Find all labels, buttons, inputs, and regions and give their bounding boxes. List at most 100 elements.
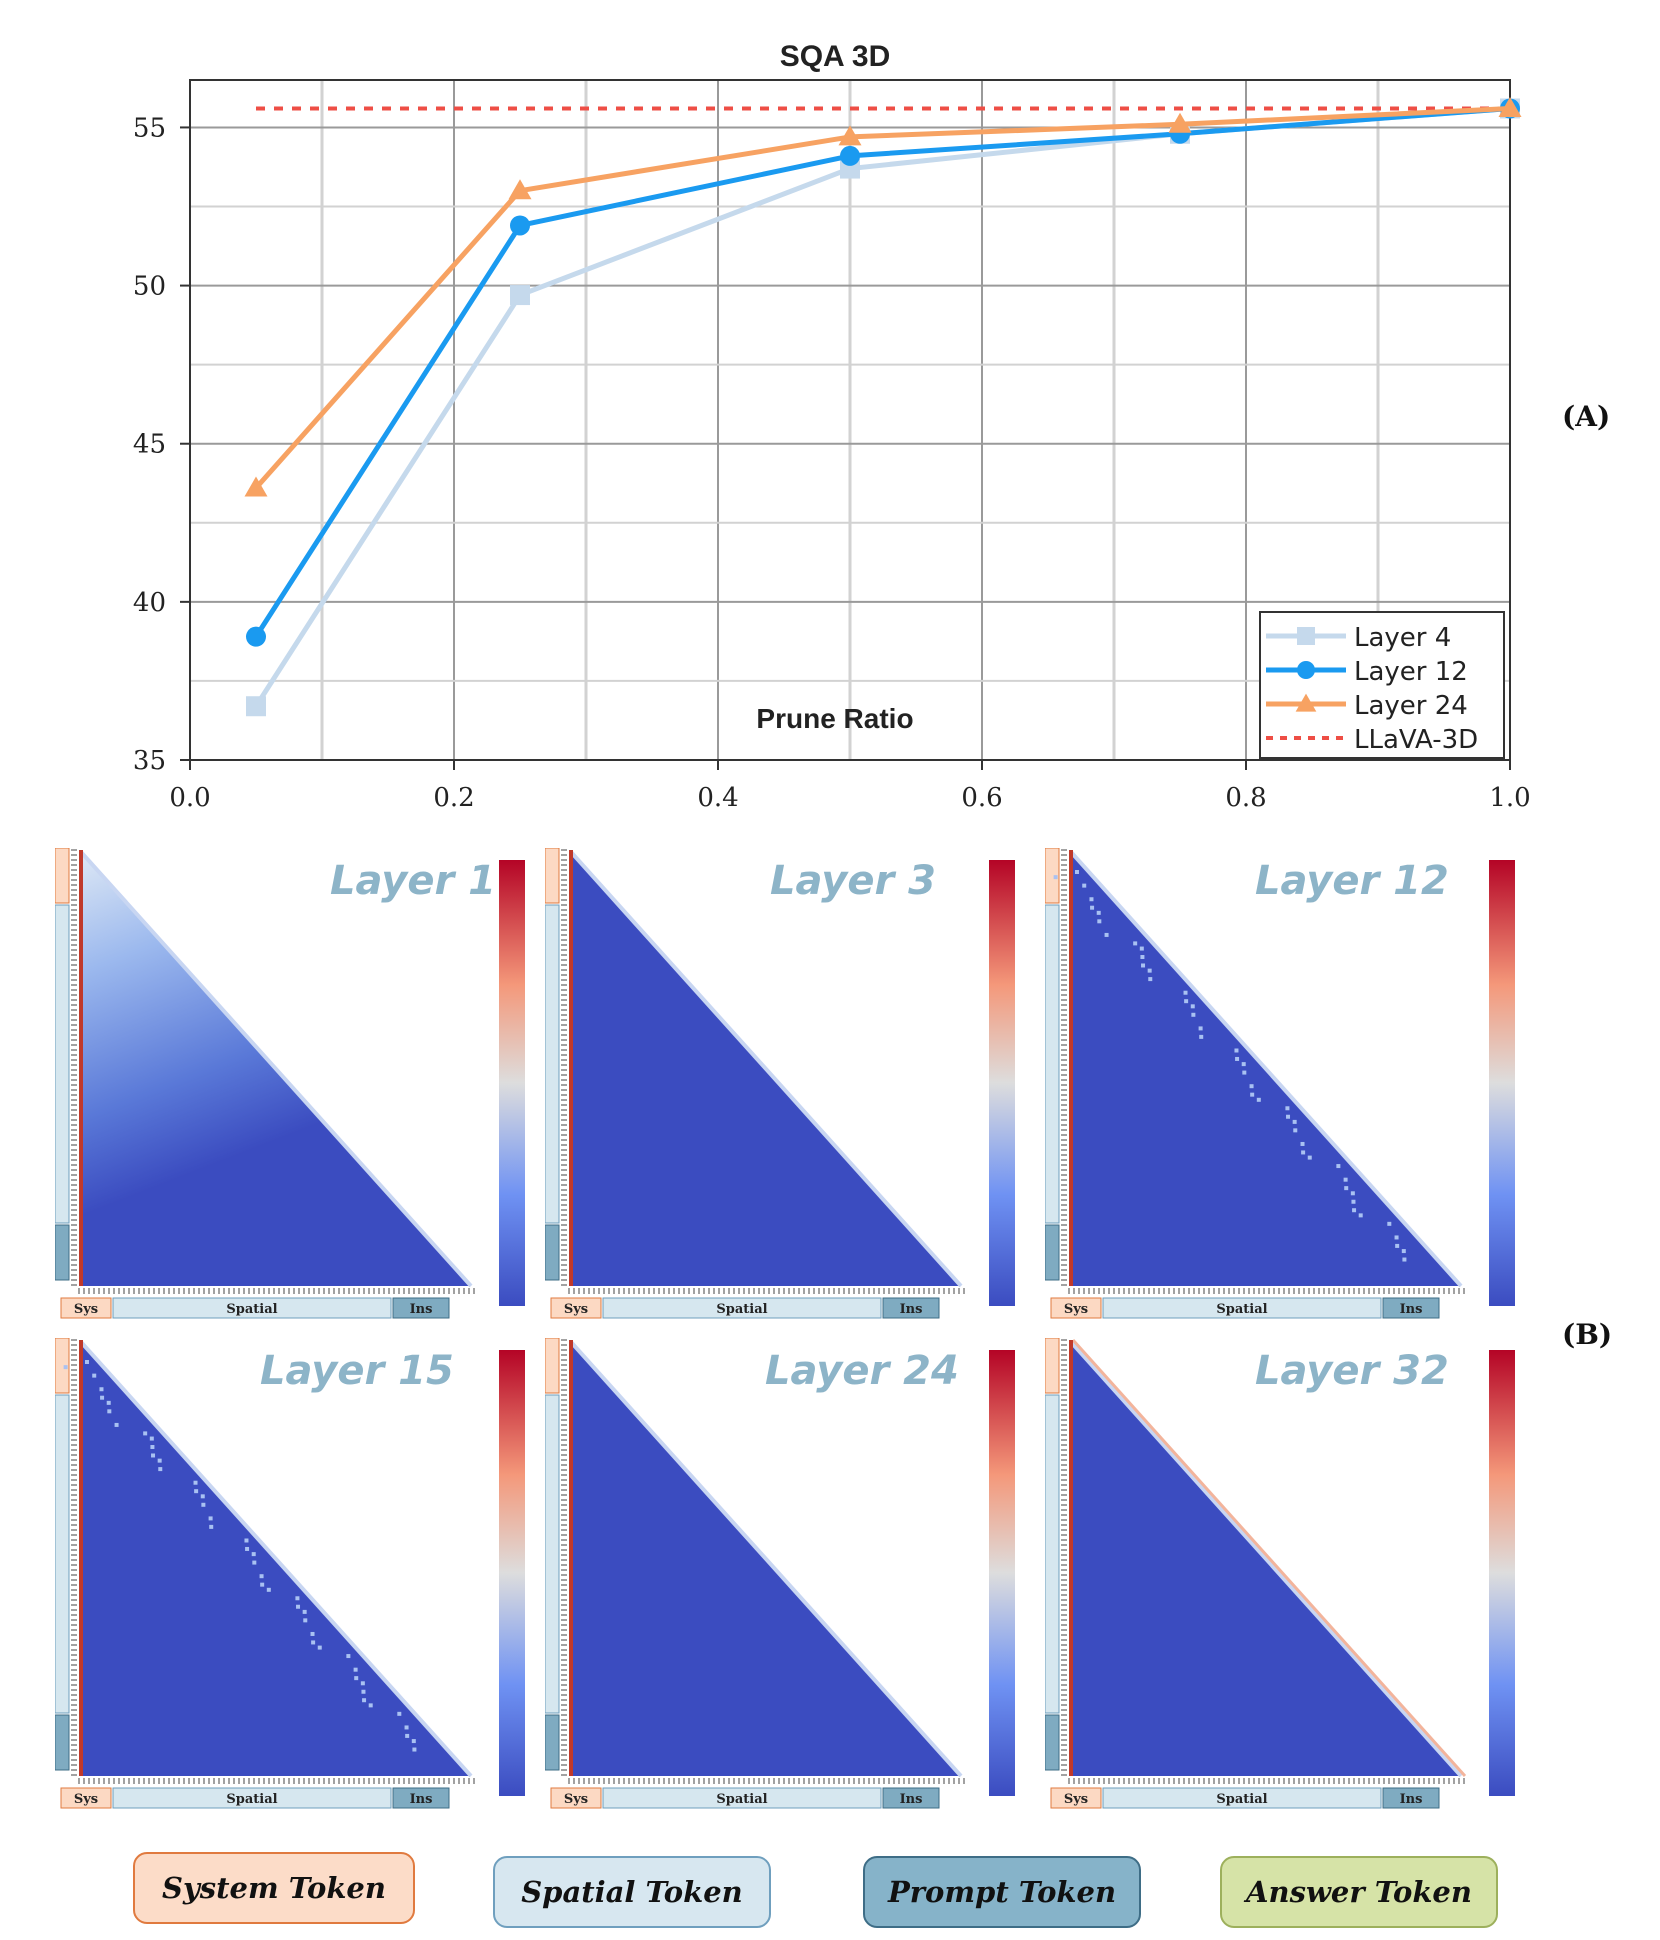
segment-label-spatial: Spatial bbox=[716, 1302, 767, 1317]
heatmap-layer-24: Sys Spatial Ins Layer 24 bbox=[545, 1338, 1055, 1818]
colorbar bbox=[1489, 860, 1515, 1306]
row-segment-sys bbox=[1045, 848, 1060, 904]
row-segment-spatial bbox=[545, 904, 560, 1224]
segment-label-spatial: Spatial bbox=[226, 1302, 277, 1317]
line-chart: 0.0 0.2 0.4 0.6 0.8 1.0 35 40 45 50 55 SQA 3D Prun… bbox=[133, 40, 1531, 813]
legend-entry: Layer 12 bbox=[1354, 657, 1468, 687]
series-layer-24 bbox=[244, 96, 1522, 497]
token-ticks bbox=[561, 849, 965, 1294]
token-ticks bbox=[561, 1339, 965, 1784]
heatmap-title: Layer 3 bbox=[770, 858, 936, 904]
y-tick-label: 50 bbox=[133, 272, 166, 302]
heatmap-layer-15: Sys Spatial Ins Layer 15 bbox=[55, 1338, 565, 1818]
y-tick-label: 45 bbox=[133, 430, 166, 460]
col-segment-sys bbox=[60, 1297, 112, 1319]
col-segment-sys bbox=[60, 1787, 112, 1809]
colorbar bbox=[1489, 1350, 1515, 1796]
y-tick-label: 40 bbox=[133, 588, 166, 618]
segment-label-ins: Ins bbox=[900, 1302, 923, 1317]
row-segment-ins bbox=[545, 1714, 560, 1771]
diagonal-edge bbox=[79, 1340, 473, 1778]
attention-speckles bbox=[1053, 870, 1407, 1262]
diagonal-edge-warm bbox=[1071, 1338, 1467, 1778]
colorbar bbox=[989, 860, 1015, 1306]
y-tick-label: 35 bbox=[133, 746, 166, 776]
x-axis-label: Prune Ratio bbox=[756, 703, 913, 734]
row-segment-ins bbox=[1045, 1224, 1060, 1281]
token-ticks bbox=[1061, 849, 1465, 1294]
token-ticks bbox=[1061, 1339, 1465, 1784]
col-segment-sys bbox=[1050, 1787, 1102, 1809]
segment-label-spatial: Spatial bbox=[1216, 1302, 1267, 1317]
chart-legend: Layer 4 Layer 12 Layer 24 LLaVA-3D bbox=[1259, 611, 1505, 759]
segment-label-sys: Sys bbox=[1064, 1302, 1088, 1317]
panel-label-b: (B) bbox=[1562, 1318, 1613, 1351]
segment-label-ins: Ins bbox=[900, 1792, 923, 1807]
plot-frame bbox=[189, 79, 1511, 761]
row-segment-spatial bbox=[1045, 1394, 1060, 1714]
data-point bbox=[840, 145, 860, 166]
data-point bbox=[246, 696, 266, 717]
y-tick-label: 55 bbox=[133, 113, 166, 143]
segment-label-spatial: Spatial bbox=[226, 1792, 277, 1807]
heatmap-layer-32: Sys Spatial Ins Layer 32 bbox=[1045, 1338, 1555, 1818]
x-tick-label: 0.4 bbox=[697, 783, 738, 813]
heatmap-layer-3: Sys Spatial Ins Layer 3 bbox=[545, 848, 1055, 1328]
x-tick-label: 0.0 bbox=[169, 783, 210, 813]
segment-label-spatial: Spatial bbox=[1216, 1792, 1267, 1807]
chart-title: SQA 3D bbox=[780, 40, 891, 73]
x-tick-label: 0.2 bbox=[433, 783, 474, 813]
data-point bbox=[246, 626, 266, 647]
heatmap-layer-12: Sys Spatial Ins Layer 12 bbox=[1045, 848, 1555, 1328]
segment-label-sys: Sys bbox=[564, 1302, 588, 1317]
colorbar bbox=[499, 860, 525, 1306]
col-segment-ins bbox=[1382, 1787, 1440, 1809]
heatmap-title: Layer 15 bbox=[260, 1348, 454, 1394]
segment-label-spatial: Spatial bbox=[716, 1792, 767, 1807]
x-tick-label: 1.0 bbox=[1489, 783, 1530, 813]
token-ticks bbox=[71, 849, 475, 1294]
col-segment-spatial bbox=[112, 1297, 392, 1319]
data-point bbox=[510, 285, 530, 306]
segment-label-ins: Ins bbox=[410, 1792, 433, 1807]
segment-label-sys: Sys bbox=[74, 1792, 98, 1807]
segment-label-sys: Sys bbox=[1064, 1792, 1088, 1807]
sys-attention-column bbox=[569, 1340, 573, 1776]
series-line bbox=[253, 105, 1511, 639]
data-point bbox=[510, 215, 530, 236]
col-segment-spatial bbox=[112, 1787, 392, 1809]
col-segment-spatial bbox=[602, 1297, 882, 1319]
col-segment-spatial bbox=[602, 1787, 882, 1809]
colorbar bbox=[499, 1350, 525, 1796]
legend-answer-token: Answer Token bbox=[1220, 1856, 1498, 1928]
sys-attention-column bbox=[1069, 850, 1073, 1286]
segment-label-sys: Sys bbox=[74, 1302, 98, 1317]
token-ticks bbox=[71, 1339, 475, 1784]
col-segment-sys bbox=[550, 1787, 602, 1809]
data-point bbox=[1498, 96, 1522, 117]
col-segment-sys bbox=[1050, 1297, 1102, 1319]
series-layer-12 bbox=[246, 98, 1520, 647]
data-point bbox=[838, 125, 862, 146]
row-segment-sys bbox=[55, 848, 70, 904]
sys-attention-column bbox=[569, 850, 573, 1286]
legend-entry: Layer 4 bbox=[1354, 623, 1451, 653]
row-segment-ins bbox=[55, 1224, 70, 1281]
data-point bbox=[244, 476, 268, 497]
diagonal-edge bbox=[569, 850, 963, 1288]
row-segment-spatial bbox=[1045, 904, 1060, 1224]
row-segment-ins bbox=[1045, 1714, 1060, 1771]
legend-marker bbox=[1295, 693, 1317, 712]
heatmap-title: Layer 12 bbox=[1255, 858, 1449, 904]
col-segment-ins bbox=[882, 1787, 940, 1809]
legend-entry: Layer 24 bbox=[1354, 691, 1468, 721]
panel-label-a: (A) bbox=[1562, 400, 1611, 433]
col-segment-ins bbox=[392, 1297, 450, 1319]
legend-system-token: System Token bbox=[133, 1852, 415, 1924]
heatmap-title: Layer 24 bbox=[765, 1348, 959, 1394]
heatmap-title: Layer 32 bbox=[1255, 1348, 1449, 1394]
row-segment-spatial bbox=[545, 1394, 560, 1714]
col-segment-sys bbox=[550, 1297, 602, 1319]
x-tick-label: 0.8 bbox=[1225, 783, 1266, 813]
row-segment-sys bbox=[545, 848, 560, 904]
